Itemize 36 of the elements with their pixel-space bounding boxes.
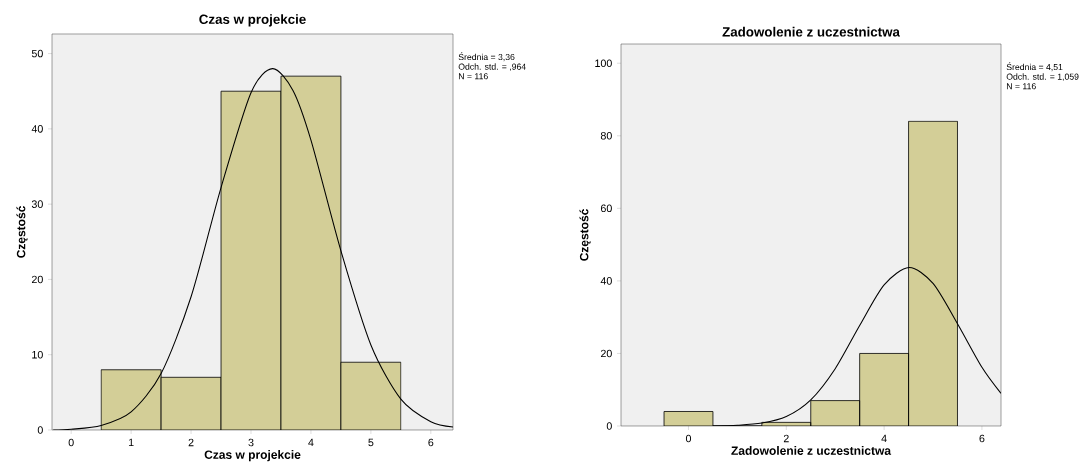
x-tick-label: 4 [881, 434, 887, 443]
text: Odch. std. = ,964 [458, 63, 526, 71]
x-tick-label: 6 [979, 434, 985, 443]
x-tick-label: 6 [428, 438, 434, 447]
x-tick-label: 4 [308, 438, 314, 447]
y-axis-title: Częstość [16, 206, 28, 258]
y-tick-label: 0 [37, 426, 43, 434]
chart-title: Czas w projekcie [199, 14, 306, 27]
x-tick-label: 2 [783, 434, 789, 443]
text: Średnia = 4,51 [1006, 62, 1063, 72]
x-tick-label: 0 [685, 434, 692, 443]
x-tick-label: 1 [128, 438, 134, 447]
y-tick-label: 10 [32, 350, 43, 359]
text: N = 116 [458, 73, 488, 80]
y-tick-label: 100 [595, 59, 612, 67]
y-tick-label: 60 [600, 204, 612, 213]
x-tick-label: 3 [248, 438, 254, 447]
text: Średnia = 3,36 [458, 52, 515, 62]
x-tick-label: 2 [188, 438, 194, 447]
x-tick-label: 0 [68, 438, 74, 447]
x-tick-label: 5 [368, 438, 374, 447]
y-axis-title: Częstość [579, 209, 591, 261]
text: N = 116 [1006, 83, 1036, 90]
text: Odch. std. = 1,059 [1006, 73, 1079, 81]
x-axis-title: Czas w projekcie [204, 450, 301, 462]
y-tick-label: 80 [600, 132, 612, 140]
y-tick-label: 0 [606, 422, 612, 430]
line-series [52, 68, 454, 430]
y-tick-label: 40 [600, 277, 612, 285]
x-axis-title: Zadowolenie z uczestnictwa [731, 446, 892, 455]
chart-title: Zadowolenie z uczestnictwa [722, 26, 900, 37]
y-tick-label: 40 [31, 125, 43, 133]
y-tick-label: 30 [31, 200, 43, 208]
y-tick-label: 20 [31, 275, 43, 284]
y-tick-label: 50 [31, 49, 43, 58]
y-tick-label: 20 [600, 349, 612, 358]
